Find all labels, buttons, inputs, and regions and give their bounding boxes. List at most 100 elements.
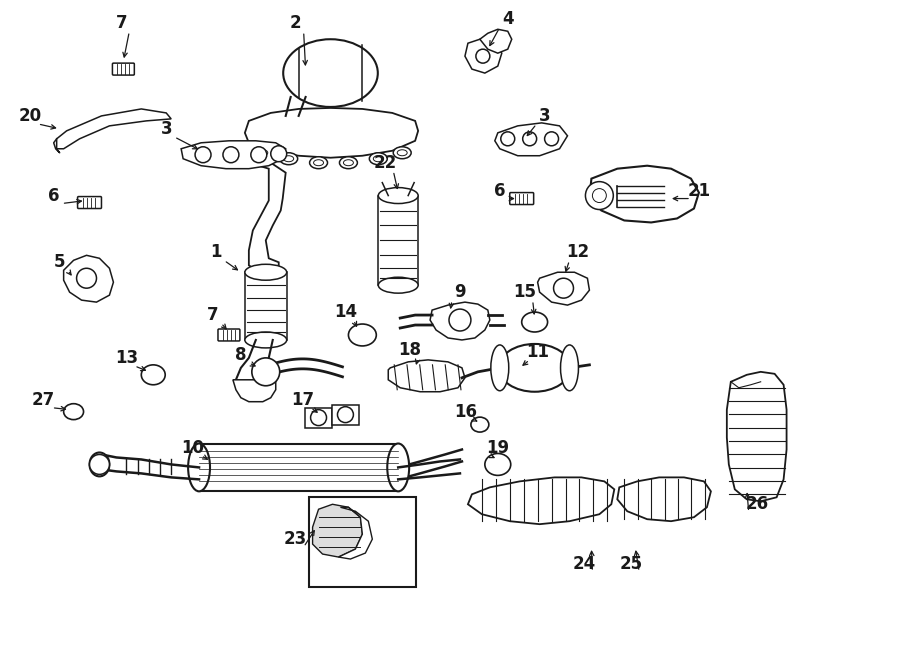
Text: 10: 10 — [182, 438, 204, 457]
Ellipse shape — [522, 312, 547, 332]
Circle shape — [199, 151, 207, 159]
FancyBboxPatch shape — [218, 329, 240, 341]
Circle shape — [223, 147, 238, 163]
Ellipse shape — [475, 420, 485, 429]
Text: 11: 11 — [526, 343, 549, 361]
Circle shape — [559, 283, 569, 293]
Ellipse shape — [339, 157, 357, 169]
Circle shape — [504, 136, 511, 142]
Circle shape — [252, 358, 280, 386]
Polygon shape — [331, 405, 359, 424]
Ellipse shape — [147, 369, 160, 380]
Circle shape — [271, 146, 287, 162]
Polygon shape — [495, 123, 568, 156]
Text: 16: 16 — [454, 403, 477, 420]
Circle shape — [89, 455, 110, 475]
Circle shape — [523, 132, 536, 146]
Polygon shape — [245, 108, 418, 158]
Circle shape — [257, 364, 274, 380]
Circle shape — [592, 188, 607, 202]
Ellipse shape — [68, 407, 79, 416]
Polygon shape — [537, 272, 590, 305]
Text: 21: 21 — [688, 182, 710, 200]
Circle shape — [544, 132, 559, 146]
Circle shape — [251, 147, 266, 163]
Circle shape — [195, 147, 211, 163]
Ellipse shape — [491, 345, 508, 391]
Ellipse shape — [491, 458, 505, 471]
Text: 6: 6 — [494, 182, 506, 200]
Polygon shape — [590, 166, 699, 223]
Text: 7: 7 — [207, 306, 219, 324]
Ellipse shape — [188, 444, 210, 491]
Ellipse shape — [284, 39, 378, 107]
Circle shape — [449, 309, 471, 331]
Circle shape — [554, 278, 573, 298]
Circle shape — [274, 150, 283, 158]
Text: 19: 19 — [486, 438, 509, 457]
Polygon shape — [727, 372, 787, 501]
Ellipse shape — [499, 344, 571, 392]
Bar — [199, 444, 398, 491]
Ellipse shape — [257, 150, 268, 156]
Ellipse shape — [374, 156, 383, 162]
Polygon shape — [181, 141, 285, 169]
Circle shape — [315, 414, 322, 422]
Circle shape — [310, 410, 327, 426]
FancyBboxPatch shape — [112, 63, 134, 75]
Text: 4: 4 — [502, 11, 514, 28]
Ellipse shape — [393, 147, 411, 159]
Text: 26: 26 — [745, 495, 769, 514]
Circle shape — [76, 268, 96, 288]
Text: 3: 3 — [160, 120, 172, 138]
Polygon shape — [465, 39, 502, 73]
Ellipse shape — [280, 153, 298, 165]
Polygon shape — [468, 477, 615, 524]
Polygon shape — [57, 109, 171, 149]
Text: 13: 13 — [115, 349, 138, 367]
Bar — [309, 497, 416, 587]
Text: 2: 2 — [290, 15, 302, 32]
Ellipse shape — [527, 317, 542, 327]
Polygon shape — [430, 302, 490, 340]
Circle shape — [585, 182, 613, 210]
Bar — [245, 272, 287, 340]
Ellipse shape — [471, 417, 489, 432]
Ellipse shape — [64, 404, 84, 420]
Ellipse shape — [344, 160, 354, 166]
Polygon shape — [233, 380, 275, 402]
Text: 27: 27 — [32, 391, 55, 408]
Circle shape — [82, 273, 92, 283]
Ellipse shape — [378, 277, 419, 293]
Circle shape — [94, 459, 105, 471]
Ellipse shape — [313, 160, 323, 166]
Text: 6: 6 — [48, 186, 59, 204]
Polygon shape — [312, 504, 363, 557]
Text: 15: 15 — [513, 283, 536, 301]
Ellipse shape — [348, 324, 376, 346]
Polygon shape — [338, 507, 373, 559]
Circle shape — [227, 151, 235, 159]
Text: 22: 22 — [374, 154, 397, 172]
Ellipse shape — [141, 365, 166, 385]
Ellipse shape — [245, 264, 287, 280]
FancyBboxPatch shape — [77, 196, 102, 208]
Ellipse shape — [310, 157, 328, 169]
Ellipse shape — [387, 444, 410, 491]
Circle shape — [500, 132, 515, 146]
Text: 24: 24 — [572, 555, 596, 573]
Text: 14: 14 — [334, 303, 357, 321]
Circle shape — [454, 314, 466, 326]
Ellipse shape — [397, 150, 407, 156]
Text: 8: 8 — [235, 346, 247, 364]
Text: 17: 17 — [291, 391, 314, 408]
Text: 23: 23 — [284, 530, 307, 548]
Circle shape — [255, 151, 263, 159]
Polygon shape — [64, 255, 113, 302]
Circle shape — [526, 136, 533, 142]
Ellipse shape — [485, 453, 510, 475]
Bar — [378, 196, 419, 285]
Circle shape — [548, 136, 555, 142]
Text: 7: 7 — [115, 15, 127, 32]
Text: 20: 20 — [18, 107, 41, 125]
